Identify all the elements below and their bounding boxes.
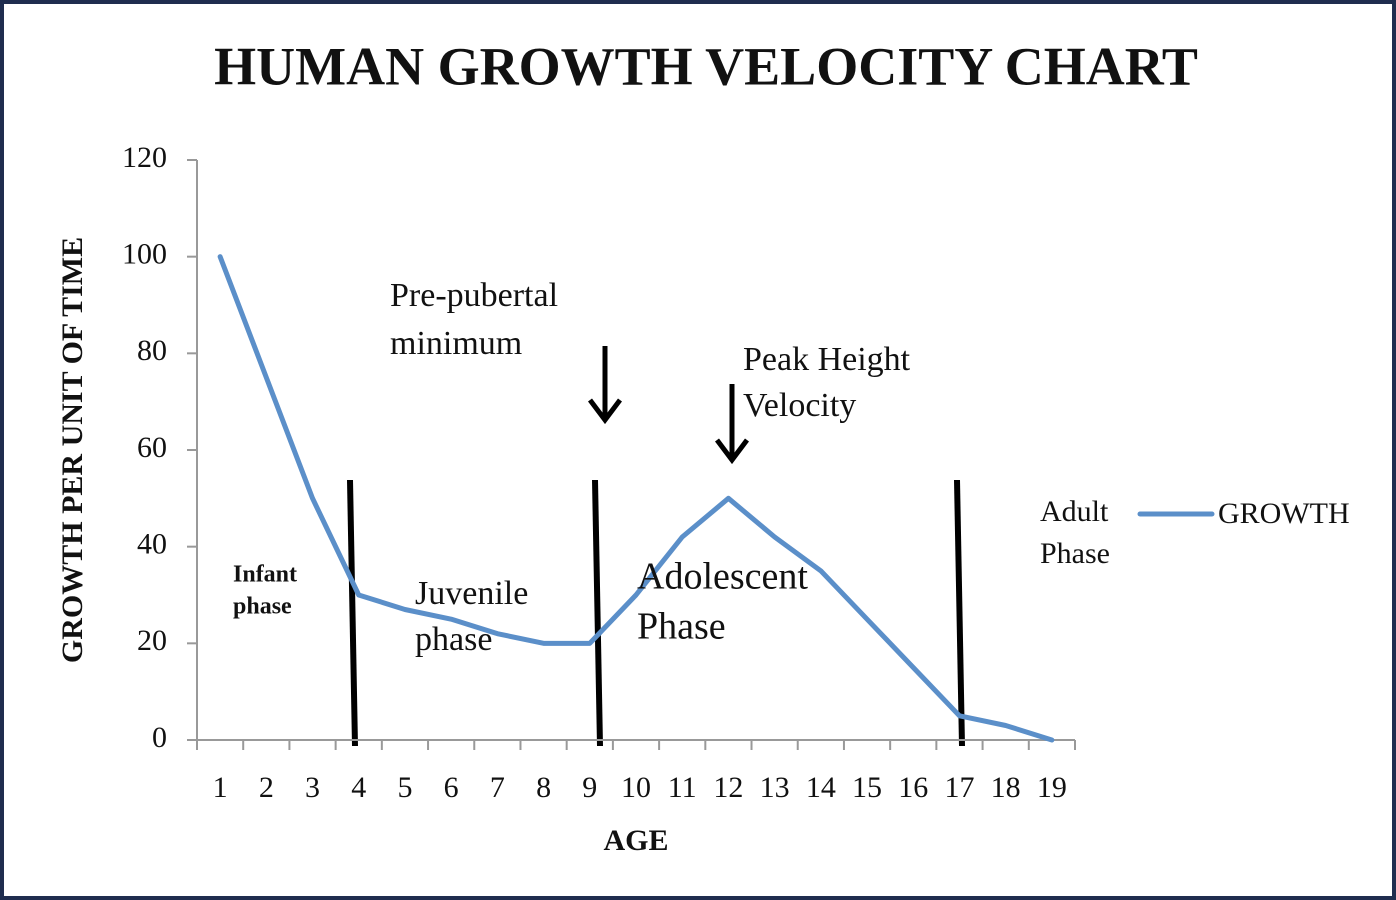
x-tick-label: 9	[582, 771, 597, 804]
arrow	[588, 346, 622, 425]
annotation: Peak Height	[743, 341, 911, 378]
x-tick-label: 10	[621, 771, 651, 804]
phase-dividers	[347, 479, 965, 747]
divider	[347, 479, 358, 747]
x-tick-label: 11	[668, 771, 697, 804]
x-tick-label: 17	[944, 771, 974, 804]
x-tick-label: 1	[213, 771, 228, 804]
annotation: Adolescent	[637, 556, 808, 598]
x-tick-label: 14	[806, 771, 836, 804]
x-tick-label: 19	[1037, 771, 1067, 804]
x-tick-label: 2	[259, 771, 274, 804]
annotation: phase	[233, 594, 292, 620]
annotation: Adult	[1040, 495, 1109, 528]
arrow	[715, 384, 749, 465]
x-tick-label: 3	[305, 771, 320, 804]
annotation: phase	[415, 621, 492, 658]
y-tick-label: 60	[137, 431, 167, 464]
y-tick-label: 20	[137, 624, 167, 657]
x-tick-label: 13	[760, 771, 790, 804]
x-tick-label: 8	[536, 771, 551, 804]
annotation: Pre-pubertal	[390, 277, 558, 314]
arrows	[588, 346, 749, 465]
y-tick-label: 80	[137, 334, 167, 367]
x-tick-label: 16	[898, 771, 928, 804]
divider	[592, 479, 603, 747]
x-tick-label: 18	[991, 771, 1021, 804]
divider	[954, 479, 965, 747]
annotation: minimum	[390, 325, 522, 362]
x-tick-label: 6	[444, 771, 459, 804]
series-line	[217, 254, 1055, 743]
annotation: Infant	[233, 562, 297, 588]
y-tick-label: 0	[152, 721, 167, 754]
x-tick-label: 5	[397, 771, 412, 804]
x-tick-label: 7	[490, 771, 505, 804]
annotation: Velocity	[743, 387, 856, 424]
x-tick-label: 4	[351, 771, 366, 804]
x-axis-label: AGE	[603, 824, 668, 857]
y-tick-label: 100	[122, 238, 167, 271]
y-axis-label: GROWTH PER UNIT OF TIME	[56, 237, 89, 663]
annotation: Phase	[1040, 537, 1110, 570]
x-tick-label: 12	[713, 771, 743, 804]
chart-title: HUMAN GROWTH VELOCITY CHART	[214, 36, 1198, 96]
y-tick-label: 120	[122, 141, 167, 174]
annotation: Juvenile	[415, 575, 528, 612]
x-tick-label: 15	[852, 771, 882, 804]
annotation: Phase	[637, 606, 726, 648]
y-tick-label: 40	[137, 528, 167, 561]
legend-label: GROWTH	[1218, 497, 1350, 530]
